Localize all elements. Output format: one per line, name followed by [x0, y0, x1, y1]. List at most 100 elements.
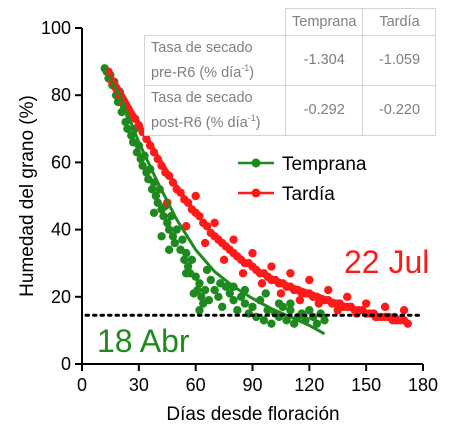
x-tick-label-6: 180: [408, 375, 438, 395]
trend-line-temprana: [103, 67, 326, 336]
point-temprana-75: [289, 319, 299, 328]
point-temprana-12: [123, 124, 132, 133]
point-tardia-82: [200, 238, 210, 248]
row-label-sup: -1: [241, 63, 250, 73]
point-tardia-98: [286, 269, 295, 278]
point-temprana-87: [181, 269, 191, 278]
point-tardia-102: [361, 299, 371, 308]
table-row: Tasa de secado post-R6 (% día-1) -0.292 …: [144, 84, 437, 136]
y-tick-label-3: 60: [51, 152, 71, 172]
legend-label-tardia: Tardía: [282, 184, 335, 205]
point-tardia-97: [267, 262, 276, 271]
x-axis-title: Días desde floración: [166, 404, 339, 425]
row-label-line1: Tasa de secado: [151, 89, 253, 106]
point-temprana-37: [170, 238, 180, 248]
table-corner: [144, 8, 286, 36]
point-temprana-41: [180, 255, 189, 265]
point-temprana-46: [191, 272, 200, 281]
drying-rate-table: Temprana Tardía Tasa de secado pre-R6 (%…: [144, 8, 437, 136]
point-tardia-95: [229, 235, 238, 244]
point-temprana-25: [147, 185, 157, 194]
row-label-line2: post-R6 (% día: [151, 114, 248, 131]
y-tick-label-0: 0: [61, 354, 71, 374]
point-temprana-20: [138, 161, 147, 170]
y-tick-label-4: 80: [51, 85, 71, 105]
point-tardia-88: [314, 299, 324, 308]
point-temprana-51: [200, 285, 210, 295]
trend-line-tardia: [107, 70, 409, 322]
point-temprana-94: [261, 289, 270, 298]
point-temprana-56: [217, 302, 227, 312]
legend-marker-tardia: [251, 188, 261, 198]
point-tardia-84: [238, 269, 248, 278]
point-temprana-55: [214, 292, 223, 301]
point-temprana-60: [233, 306, 242, 315]
cell-post-r6-temprana: -0.292: [284, 84, 364, 136]
point-temprana-89: [195, 306, 204, 315]
row-label-pre-r6: Tasa de secado pre-R6 (% día-1): [144, 35, 286, 86]
row-label-line1: Tasa de secado: [151, 40, 253, 56]
point-temprana-36: [168, 232, 178, 241]
point-temprana-86: [164, 245, 174, 254]
point-temprana-81: [312, 319, 322, 328]
point-temprana-34: [164, 225, 174, 234]
point-temprana-74: [286, 306, 295, 315]
point-temprana-67: [259, 316, 269, 325]
point-temprana-17: [132, 148, 142, 157]
axes: 0 30 60 90 120 150 180 0 20 40 60 80 100: [41, 18, 438, 395]
legend: Temprana Tardía: [238, 154, 367, 205]
point-tardia-94: [210, 218, 219, 228]
y-tick-label-1: 20: [51, 287, 71, 307]
point-temprana-96: [286, 299, 295, 308]
point-temprana-84: [157, 232, 166, 241]
point-temprana-79: [305, 306, 314, 315]
point-tardia-100: [324, 285, 333, 295]
point-tardia-104: [399, 306, 409, 315]
point-temprana-52: [204, 295, 214, 305]
x-tick-label-0: 0: [77, 375, 87, 395]
point-temprana-83: [320, 316, 329, 325]
point-tardia-85: [257, 279, 267, 288]
point-temprana-31: [159, 211, 168, 221]
point-temprana-11: [121, 117, 130, 127]
point-temprana-27: [151, 191, 161, 201]
x-tick-label-1: 30: [129, 375, 149, 395]
point-temprana-33: [163, 218, 172, 228]
point-tardia-86: [276, 289, 286, 298]
table-header-tardia: Tardía: [362, 8, 437, 36]
table-header-temprana: Temprana: [284, 8, 364, 36]
point-temprana-95: [274, 299, 284, 308]
point-temprana-49: [197, 292, 206, 301]
x-tick-label-5: 150: [351, 375, 381, 395]
point-temprana-43: [183, 262, 193, 271]
table-row: Tasa de secado pre-R6 (% día-1) -1.304 -…: [144, 35, 437, 86]
row-label-end: ): [255, 114, 261, 131]
point-temprana-28: [153, 198, 162, 207]
legend-marker-temprana: [251, 158, 261, 168]
annotation-temprana: 18 Abr: [97, 323, 190, 359]
legend-label-temprana: Temprana: [282, 154, 367, 175]
point-temprana-14: [127, 131, 136, 140]
cell-pre-r6-tardia: -1.059: [362, 35, 437, 86]
annotation-tardia: 22 Jul: [344, 244, 429, 280]
point-temprana-48: [195, 279, 204, 288]
point-tardia-79: [403, 319, 413, 328]
x-tick-label-2: 60: [186, 375, 206, 395]
point-temprana-38: [172, 225, 181, 234]
row-label-end: ): [249, 64, 255, 81]
point-temprana-91: [216, 279, 225, 288]
point-temprana-59: [229, 295, 238, 305]
trend-lines: [103, 67, 409, 336]
point-temprana-90: [202, 265, 212, 275]
point-temprana-73: [282, 316, 291, 325]
point-temprana-61: [236, 292, 246, 301]
point-temprana-69: [267, 319, 276, 328]
point-temprana-62: [240, 299, 250, 308]
x-tick-label-4: 120: [294, 375, 324, 395]
point-temprana-58: [225, 289, 234, 298]
point-temprana-45: [187, 255, 197, 265]
point-temprana-54: [210, 285, 219, 295]
point-temprana-42: [181, 248, 191, 258]
point-tardia-96: [248, 248, 257, 258]
